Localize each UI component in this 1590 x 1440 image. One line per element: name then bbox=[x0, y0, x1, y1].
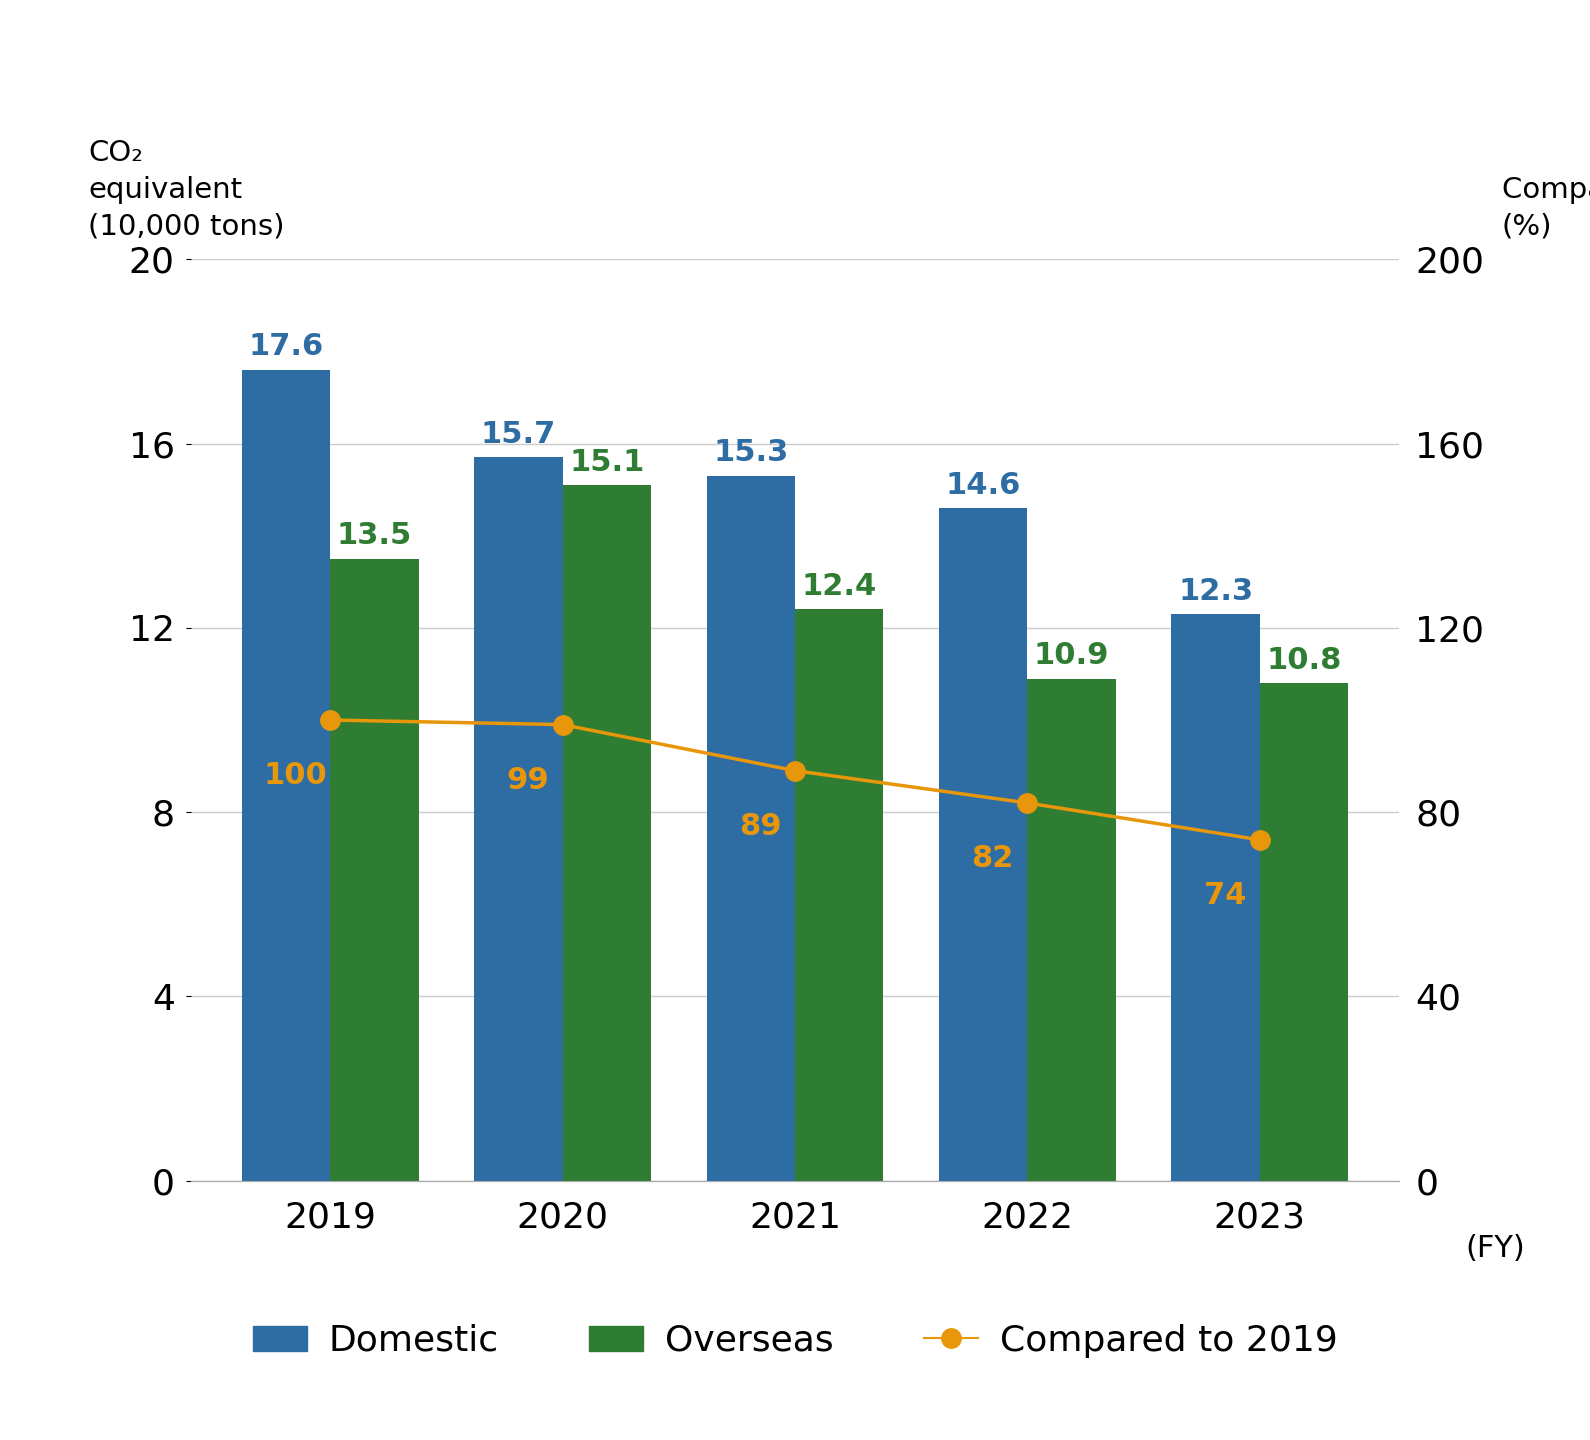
Text: 15.3: 15.3 bbox=[714, 439, 789, 468]
Text: 13.5: 13.5 bbox=[337, 521, 412, 550]
Bar bbox=[331, 559, 418, 1181]
Bar bbox=[795, 609, 884, 1181]
Bar bbox=[1027, 678, 1116, 1181]
Bar bbox=[1259, 683, 1348, 1181]
Bar bbox=[940, 508, 1027, 1181]
Text: 17.6: 17.6 bbox=[248, 333, 324, 361]
Text: CO₂
equivalent
(10,000 tons): CO₂ equivalent (10,000 tons) bbox=[87, 140, 285, 240]
Text: 14.6: 14.6 bbox=[946, 471, 1021, 500]
Text: 10.9: 10.9 bbox=[1034, 641, 1110, 670]
Text: (FY): (FY) bbox=[1466, 1234, 1526, 1263]
Text: 10.8: 10.8 bbox=[1266, 647, 1342, 675]
Bar bbox=[242, 370, 331, 1181]
Bar bbox=[1172, 613, 1259, 1181]
Text: 12.3: 12.3 bbox=[1178, 577, 1253, 606]
Text: 15.7: 15.7 bbox=[480, 420, 556, 449]
Text: 15.1: 15.1 bbox=[569, 448, 644, 477]
Text: 74: 74 bbox=[1204, 881, 1247, 910]
Text: 82: 82 bbox=[971, 844, 1014, 874]
Bar bbox=[563, 485, 650, 1181]
Bar bbox=[706, 475, 795, 1181]
Text: Compared to 2019
(%): Compared to 2019 (%) bbox=[1503, 176, 1590, 240]
Text: 100: 100 bbox=[264, 762, 328, 791]
Bar bbox=[474, 458, 563, 1181]
Text: 12.4: 12.4 bbox=[801, 572, 876, 600]
Text: 99: 99 bbox=[506, 766, 549, 795]
Text: 89: 89 bbox=[739, 812, 781, 841]
Legend: Domestic, Overseas, Compared to 2019: Domestic, Overseas, Compared to 2019 bbox=[238, 1309, 1352, 1372]
